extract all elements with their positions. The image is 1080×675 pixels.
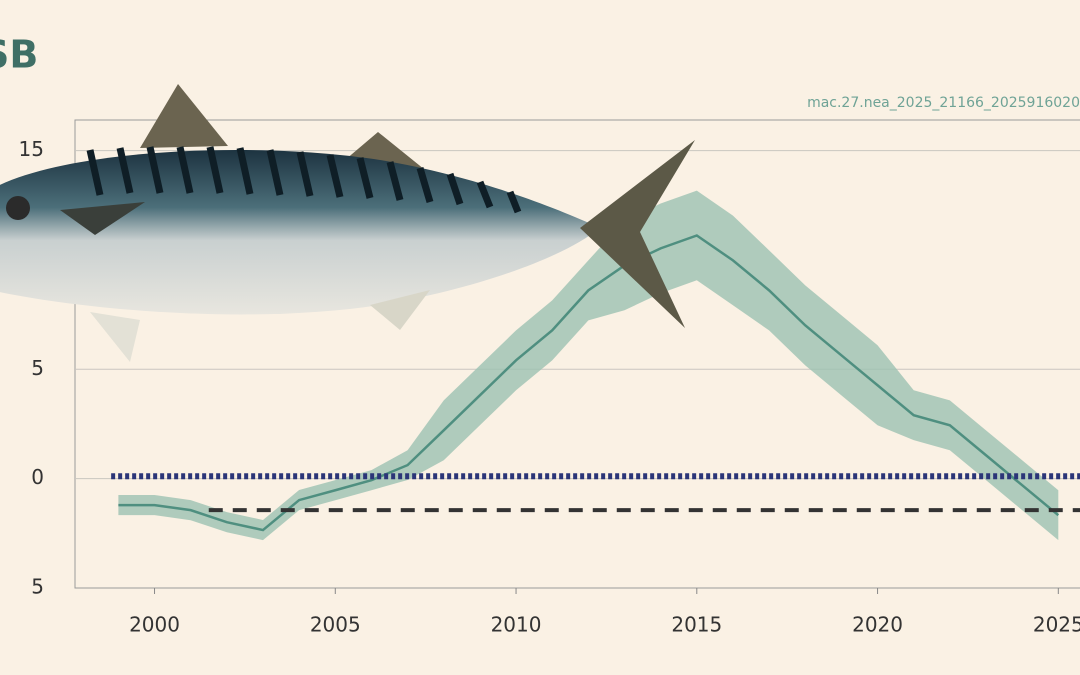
tail-fin: [580, 140, 695, 328]
x-tick-label: 2010: [491, 613, 542, 637]
fish-body: [0, 150, 600, 315]
median-line: [118, 234, 1060, 532]
x-tick-label: 2025: [1033, 613, 1080, 637]
fish-eye: [6, 196, 30, 220]
plot-area: 15 5 0 5 2000 2005 2010 2015 2020 2025: [19, 137, 1080, 637]
chart-subtitle: mac.27.nea_2025_21166_2025916020: [807, 95, 1080, 111]
dorsal-fin: [140, 84, 228, 148]
x-tick-label: 2000: [129, 613, 180, 637]
y-tick-label: 5: [31, 356, 44, 380]
y-tick-label: 15: [19, 137, 44, 161]
fish-illustration: [0, 84, 695, 362]
y-tick-label: 0: [31, 465, 44, 489]
anal-fin: [370, 290, 430, 330]
pectoral-fin: [60, 202, 145, 235]
x-tick-label: 2005: [310, 613, 361, 637]
pelvic-fin: [90, 312, 140, 362]
x-tick-label: 2020: [852, 613, 903, 637]
fish-stripes: [86, 146, 522, 214]
x-tick-label: 2015: [671, 613, 722, 637]
dorsal-fin: [345, 132, 520, 205]
plot-frame: [74, 119, 1080, 589]
chart-title: SB: [0, 33, 38, 77]
confidence-band: [118, 190, 1059, 541]
y-tick-label: 5: [31, 575, 44, 599]
